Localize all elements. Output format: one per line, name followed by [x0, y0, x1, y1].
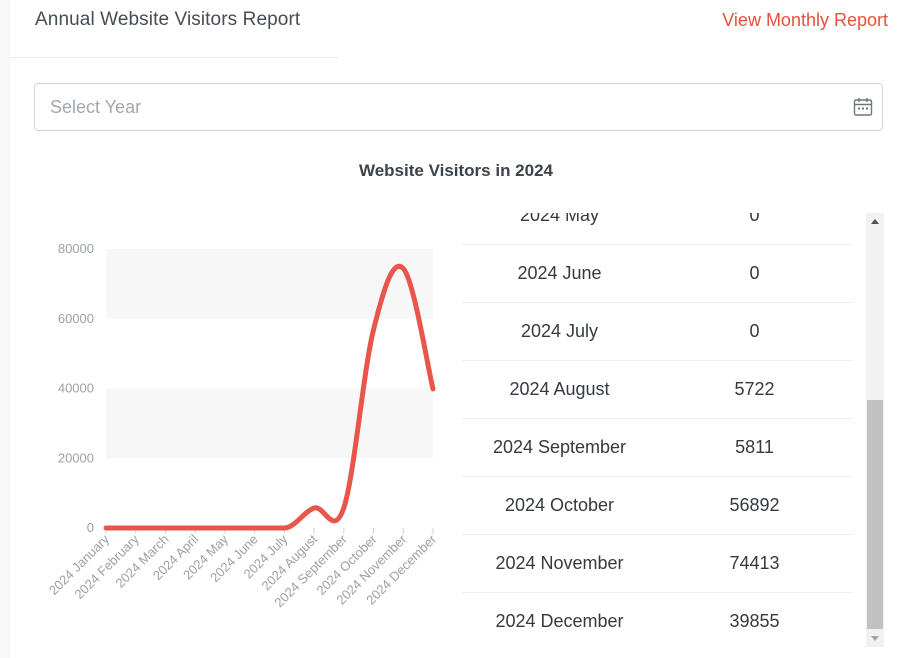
y-tick-label: 80000 — [58, 241, 94, 256]
scrollbar-thumb[interactable] — [867, 400, 883, 629]
y-tick-label: 20000 — [58, 450, 94, 465]
table-body: 2024 May 0 2024 June 0 2024 July 0 2024 August… — [462, 213, 853, 645]
view-monthly-report-link[interactable]: View Monthly Report — [722, 10, 888, 30]
row-month: 2024 June — [517, 263, 602, 283]
grid-band — [106, 249, 433, 319]
row-visitors: 0 — [749, 213, 760, 225]
table-row: 2024 July 0 — [462, 303, 853, 361]
y-tick-label: 40000 — [58, 381, 94, 396]
row-month: 2024 May — [519, 213, 600, 225]
page-title: Annual Website Visitors Report — [35, 9, 301, 30]
row-month: 2024 December — [495, 611, 624, 631]
visitors-table: 2024 May 0 2024 June 0 2024 July 0 2024 August… — [462, 213, 853, 645]
y-tick-label: 60000 — [58, 311, 94, 326]
row-month: 2024 September — [492, 437, 627, 457]
y-tick-label: 0 — [87, 520, 94, 535]
year-picker[interactable] — [34, 83, 883, 131]
grid-band — [106, 388, 433, 459]
row-visitors: 5722 — [734, 379, 775, 399]
scroll-up-button[interactable] — [866, 213, 884, 230]
row-month: 2024 November — [495, 553, 624, 573]
header-divider — [10, 57, 338, 58]
row-visitors: 0 — [749, 321, 760, 341]
scroll-down-button[interactable] — [866, 630, 884, 647]
row-month: 2024 July — [520, 321, 599, 341]
row-visitors: 56892 — [729, 495, 780, 515]
table-row: 2024 May 0 — [462, 213, 853, 245]
chart-title: Website Visitors in 2024 — [358, 161, 553, 180]
table-scrollbar[interactable] — [866, 213, 884, 647]
table-row: 2024 December 39855 — [462, 593, 853, 645]
calendar-icon[interactable] — [853, 97, 873, 117]
table-row: 2024 November 74413 — [462, 535, 853, 593]
year-input[interactable] — [35, 84, 882, 130]
row-month: 2024 August — [509, 379, 610, 399]
table-row: 2024 September 5811 — [462, 419, 853, 477]
row-visitors: 39855 — [729, 611, 780, 631]
row-visitors: 0 — [749, 263, 760, 283]
triangle-up-icon — [871, 219, 879, 224]
report-card: Annual Website Visitors Report View Mont… — [10, 0, 902, 658]
row-visitors: 5811 — [735, 437, 774, 457]
row-month: 2024 October — [504, 495, 615, 515]
table-row: 2024 August 5722 — [462, 361, 853, 419]
row-visitors: 74413 — [729, 553, 780, 573]
table-row: 2024 June 0 — [462, 245, 853, 303]
triangle-down-icon — [871, 636, 879, 641]
table-row: 2024 October 56892 — [462, 477, 853, 535]
